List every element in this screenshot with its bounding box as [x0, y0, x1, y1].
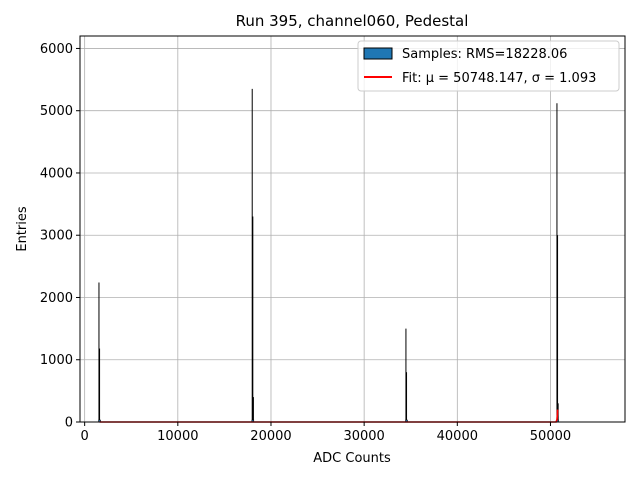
legend-samples-label: Samples: RMS=18228.06: [402, 47, 567, 62]
y-tick-label: 5000: [40, 104, 73, 119]
x-tick-label: 30000: [343, 429, 384, 444]
y-tick-label: 4000: [40, 166, 73, 181]
grid: [80, 36, 625, 423]
x-tick-label: 20000: [250, 429, 291, 444]
x-ticks: 0 10000 20000 30000 40000 50000: [81, 422, 571, 444]
y-tick-label: 3000: [40, 229, 73, 244]
y-ticks: 0 1000 2000 3000 4000 5000 6000: [40, 42, 80, 431]
x-tick-label: 50000: [530, 429, 571, 444]
legend-samples-swatch: [363, 47, 393, 60]
x-tick-label: 40000: [437, 429, 478, 444]
y-tick-label: 0: [65, 416, 73, 431]
plot-frame: [79, 35, 626, 423]
legend-box: [357, 40, 620, 92]
x-tick-label: 0: [81, 429, 89, 444]
chart-title: Run 395, channel060, Pedestal: [236, 12, 469, 30]
x-tick-label: 10000: [157, 429, 198, 444]
histogram-bars: [98, 88, 559, 423]
legend: Samples: RMS=18228.06 Fit: μ = 50748.147…: [357, 40, 620, 92]
y-tick-label: 1000: [40, 353, 73, 368]
y-tick-label: 2000: [40, 291, 73, 306]
x-axis-label: ADC Counts: [313, 451, 391, 466]
y-tick-label: 6000: [40, 42, 73, 57]
y-axis-label: Entries: [15, 206, 30, 252]
legend-fit-label: Fit: μ = 50748.147, σ = 1.093: [402, 71, 596, 86]
